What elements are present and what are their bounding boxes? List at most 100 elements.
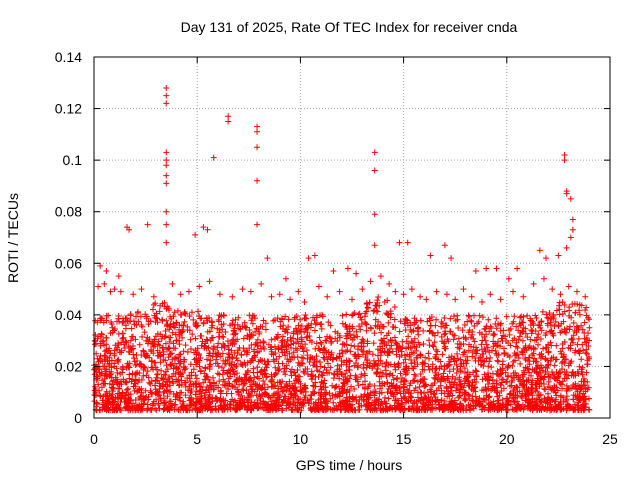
data-point (361, 391, 368, 398)
data-point (358, 347, 365, 354)
data-point (559, 358, 566, 365)
data-point (402, 390, 409, 397)
data-point (119, 335, 126, 342)
data-point (393, 384, 400, 391)
data-point (135, 318, 142, 325)
data-point (566, 323, 573, 330)
data-point (495, 320, 502, 327)
data-point (460, 403, 467, 410)
data-point (337, 353, 344, 360)
data-point (533, 381, 540, 388)
data-point (479, 337, 486, 344)
data-point (545, 383, 552, 390)
data-point (395, 347, 402, 354)
data-point (138, 361, 145, 368)
data-point (381, 381, 388, 388)
data-point (137, 360, 144, 367)
data-point (399, 344, 406, 351)
data-point (114, 357, 121, 364)
data-point (107, 350, 114, 357)
data-point (191, 356, 198, 363)
data-point (442, 330, 449, 337)
data-point (115, 330, 122, 337)
data-point (162, 368, 169, 375)
data-point (179, 370, 186, 377)
data-point (558, 406, 565, 413)
data-point (425, 355, 432, 362)
data-point (219, 350, 226, 357)
data-point (326, 390, 333, 397)
data-point (578, 322, 585, 329)
data-point (371, 330, 378, 337)
data-point-outlier (543, 255, 550, 262)
data-point (392, 397, 399, 404)
data-point (559, 385, 566, 392)
data-point (328, 351, 335, 358)
data-point (460, 384, 467, 391)
data-point (417, 398, 424, 405)
data-point (300, 399, 307, 406)
data-point (507, 342, 514, 349)
data-point (241, 323, 248, 330)
data-point-outlier (163, 100, 170, 107)
data-point (486, 358, 493, 365)
data-point (173, 337, 180, 344)
data-point (344, 377, 351, 384)
data-point (509, 362, 516, 369)
data-point (535, 392, 542, 399)
data-point (442, 377, 449, 384)
data-point (279, 316, 286, 323)
data-point (405, 344, 412, 351)
data-point (154, 371, 161, 378)
data-point (334, 330, 341, 337)
data-point (237, 326, 244, 333)
data-point (334, 368, 341, 375)
data-point (119, 366, 126, 373)
data-point (438, 397, 445, 404)
data-point (166, 407, 173, 414)
data-point (425, 350, 432, 357)
data-point (318, 325, 325, 332)
data-point (420, 360, 427, 367)
data-point (317, 312, 324, 319)
data-point (330, 370, 337, 377)
data-point (310, 359, 317, 366)
data-point (417, 370, 424, 377)
data-point (219, 371, 226, 378)
data-point (585, 395, 592, 402)
data-point (574, 341, 581, 348)
data-point (342, 407, 349, 414)
data-point (292, 377, 299, 384)
data-point (471, 385, 478, 392)
data-point (281, 365, 288, 372)
data-point (323, 337, 330, 344)
data-point (583, 350, 590, 357)
data-point (432, 365, 439, 372)
data-point (293, 406, 300, 413)
data-point (110, 377, 117, 384)
data-point (403, 316, 410, 323)
data-point (397, 404, 404, 411)
data-point (374, 297, 381, 304)
data-point (548, 315, 555, 322)
data-point (160, 348, 167, 355)
data-point (391, 304, 398, 311)
data-point (145, 374, 152, 381)
data-point-outlier (324, 293, 331, 300)
data-point (451, 332, 458, 339)
data-point (94, 400, 101, 407)
data-point-outlier (371, 211, 378, 218)
data-point (109, 381, 116, 388)
data-point (486, 377, 493, 384)
data-point (510, 370, 517, 377)
data-point (230, 402, 237, 409)
data-point (357, 373, 364, 380)
data-point-outlier (433, 288, 440, 295)
data-point (461, 391, 468, 398)
data-point (344, 330, 351, 337)
data-point (445, 407, 452, 414)
data-point (203, 336, 210, 343)
data-point (233, 370, 240, 377)
data-point (385, 362, 392, 369)
data-point (538, 407, 545, 414)
